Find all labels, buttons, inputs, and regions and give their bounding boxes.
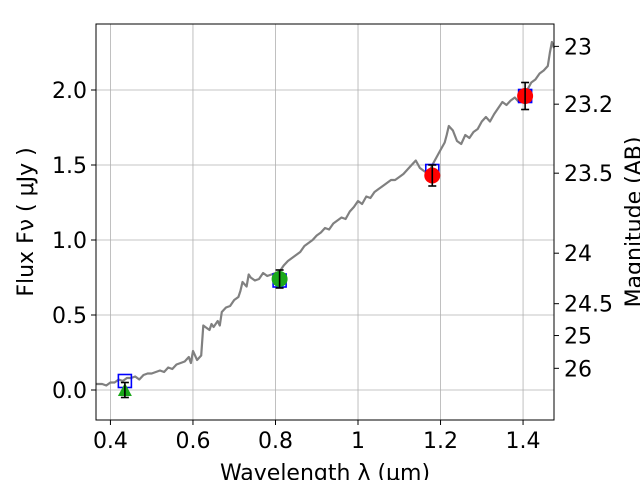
y2-tick-label-6: 26 [564, 357, 592, 382]
x-tick-label-4: 1.2 [423, 429, 458, 454]
y-axis: 0.0 0.5 1.0 1.5 2.0 [52, 79, 96, 404]
spectrum-layer [96, 40, 556, 387]
y2-tick-label-5: 25 [564, 325, 592, 350]
plot-frame [95, 23, 555, 421]
y2-axis-title: Magnitude (AB) [622, 137, 640, 308]
observation-2 [424, 164, 441, 187]
x-tick-label-1: 0.6 [175, 429, 210, 454]
y-tick-label-1: 0.5 [52, 304, 87, 329]
y2-axis: 23 23.2 23.5 24 24.5 25 26 [554, 35, 613, 382]
x-axis-title: Wavelength λ (μm) [220, 461, 430, 480]
y-tick-label-2: 1.0 [52, 229, 87, 254]
x-tick-label-5: 1.4 [506, 429, 541, 454]
y2-tick-label-0: 23 [564, 35, 592, 60]
x-axis: 0.4 0.6 0.8 1 1.2 1.4 [93, 420, 541, 454]
model-points [117, 88, 533, 389]
y-axis-title: Flux Fν ( μJy ) [14, 147, 39, 296]
y-tick-label-0: 0.0 [52, 379, 87, 404]
y2-tick-label-3: 24 [564, 242, 592, 267]
y2-tick-label-1: 23.2 [564, 93, 613, 118]
y2-tick-label-4: 24.5 [564, 293, 613, 318]
x-tick-label-2: 0.8 [258, 429, 293, 454]
x-tick-label-3: 1 [351, 429, 365, 454]
spectrum-line [96, 40, 556, 387]
observation-1 [271, 269, 288, 289]
y-tick-label-3: 1.5 [52, 154, 87, 179]
grid [96, 24, 554, 420]
observation-0 [117, 381, 132, 399]
y-tick-label-4: 2.0 [52, 79, 87, 104]
observation-3 [517, 81, 534, 111]
y2-tick-label-2: 23.5 [564, 162, 613, 187]
x-tick-label-0: 0.4 [93, 429, 128, 454]
observations [117, 81, 534, 399]
